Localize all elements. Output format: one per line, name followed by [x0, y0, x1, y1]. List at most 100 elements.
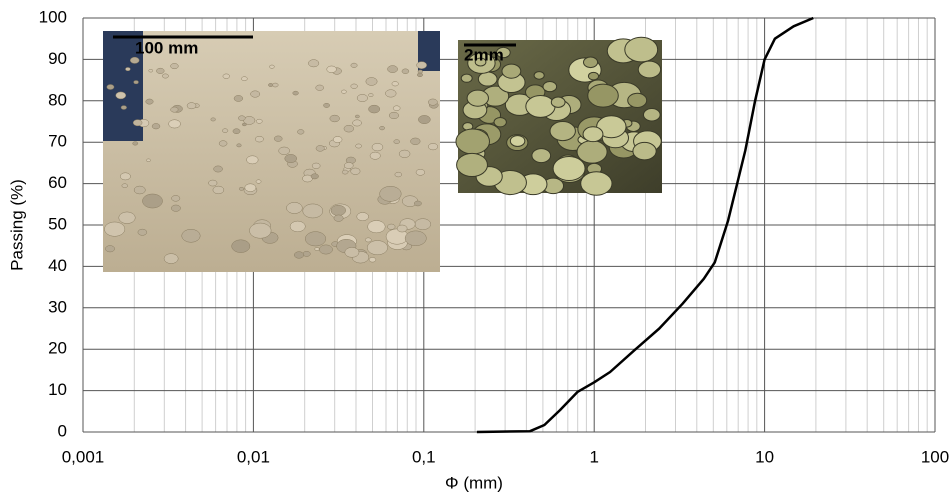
stone — [415, 169, 425, 176]
stone — [171, 195, 181, 202]
stone — [385, 89, 397, 98]
grain — [542, 81, 558, 93]
stone — [132, 119, 143, 127]
stone — [323, 102, 330, 108]
stone — [239, 186, 244, 191]
stone — [350, 83, 358, 89]
stone — [255, 135, 264, 143]
stone — [332, 136, 343, 143]
stone — [255, 179, 262, 184]
grain — [552, 156, 586, 181]
stone — [314, 247, 320, 251]
grain — [642, 107, 661, 122]
grain — [525, 94, 556, 118]
stone — [210, 117, 216, 122]
stone — [302, 251, 311, 257]
stone — [181, 229, 201, 243]
y-axis-label: Passing (%) — [7, 179, 26, 271]
stone — [401, 68, 410, 74]
stone — [387, 223, 396, 230]
stone — [137, 228, 148, 236]
stones — [104, 56, 439, 264]
stone — [352, 119, 362, 127]
stone — [416, 72, 423, 78]
stone — [379, 186, 402, 202]
stone — [212, 185, 225, 195]
grain — [549, 121, 576, 142]
stone — [115, 91, 127, 100]
stone — [414, 200, 422, 207]
grain — [596, 115, 627, 139]
stone — [355, 143, 362, 149]
stone — [416, 61, 427, 69]
stone — [333, 214, 344, 222]
stone — [268, 83, 274, 87]
stone — [369, 151, 381, 160]
y-tick-label: 20 — [48, 339, 67, 358]
grain — [627, 92, 648, 108]
stone — [315, 145, 325, 152]
grain — [460, 73, 473, 83]
grain — [455, 128, 490, 155]
stone — [396, 224, 408, 233]
stone — [222, 128, 229, 133]
x-tick-label: 100 — [921, 447, 949, 466]
stone — [255, 118, 263, 124]
stone — [241, 76, 248, 82]
grain — [474, 57, 487, 67]
stone — [129, 56, 140, 64]
y-tick-label: 40 — [48, 256, 67, 275]
stone — [343, 124, 354, 133]
stone — [388, 111, 399, 120]
stone — [311, 162, 321, 169]
stone — [284, 154, 297, 163]
stone — [368, 104, 381, 114]
y-tick-label: 30 — [48, 297, 67, 316]
x-tick-label: 10 — [755, 447, 774, 466]
y-tick-label: 10 — [48, 380, 67, 399]
y-tick-label: 90 — [48, 49, 67, 68]
stone — [356, 94, 368, 102]
stone — [344, 247, 360, 258]
x-tick-label: 0,01 — [237, 447, 270, 466]
stone — [341, 169, 349, 175]
stone — [365, 237, 372, 243]
stone — [414, 218, 432, 231]
stone — [106, 84, 115, 90]
stone — [213, 165, 223, 173]
stone — [319, 244, 333, 255]
grain — [637, 60, 662, 79]
stone — [269, 64, 275, 69]
stone — [355, 114, 360, 119]
stone — [273, 135, 283, 142]
stone — [341, 89, 347, 94]
stone — [330, 204, 346, 216]
stone — [366, 240, 388, 256]
stone — [118, 211, 136, 224]
stone — [368, 257, 377, 263]
stone — [379, 126, 385, 131]
y-tick-label: 50 — [48, 214, 67, 233]
stone — [356, 212, 369, 222]
grain — [576, 140, 608, 164]
stone — [156, 67, 165, 74]
curve — [476, 16, 814, 434]
grain — [582, 126, 604, 143]
stone — [310, 173, 319, 180]
plot — [476, 16, 814, 434]
stone — [133, 185, 146, 195]
grain — [531, 148, 552, 164]
stone — [146, 158, 151, 162]
x-tick-label: 1 — [589, 447, 598, 466]
stone — [387, 65, 398, 73]
stone — [250, 90, 261, 98]
stone — [244, 183, 257, 192]
stone — [394, 171, 402, 178]
stone — [297, 129, 305, 135]
stone — [410, 137, 421, 145]
stone — [242, 122, 247, 127]
stone — [371, 143, 384, 152]
stone — [233, 95, 244, 102]
